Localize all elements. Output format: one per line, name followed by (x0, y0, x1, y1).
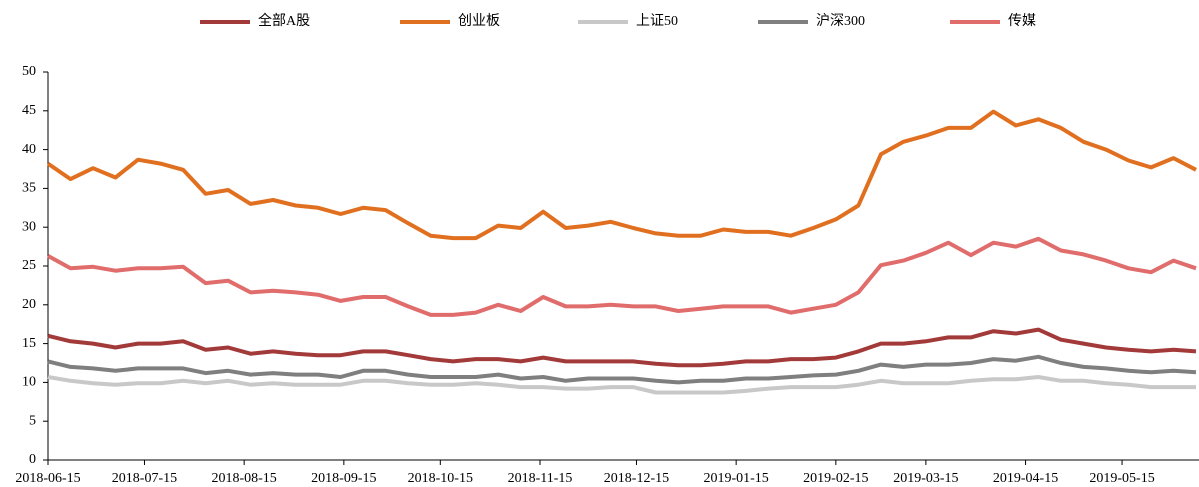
y-tick-label: 45 (22, 103, 36, 118)
legend-label: 全部A股 (258, 12, 310, 29)
x-tick-label: 2018-09-15 (311, 471, 376, 486)
y-tick-label: 10 (22, 375, 36, 390)
legend-label: 传媒 (1008, 13, 1036, 29)
x-tick-label: 2018-11-15 (508, 471, 573, 486)
series-line (47, 375, 1196, 395)
y-tick-label: 20 (22, 297, 36, 312)
series-line (47, 327, 1197, 368)
x-tick-label: 2018-07-15 (112, 471, 177, 486)
x-tick-label: 2019-02-15 (803, 471, 868, 486)
series-line (47, 236, 1197, 317)
y-tick-label: 35 (22, 181, 36, 196)
x-tick-label: 2018-06-15 (15, 471, 80, 486)
x-tick-label: 2019-05-15 (1089, 471, 1154, 486)
y-tick-label: 0 (29, 452, 36, 467)
y-tick-label: 5 (29, 413, 36, 428)
x-tick-label: 2019-03-15 (893, 471, 958, 486)
y-tick-label: 40 (22, 142, 36, 157)
legend-label: 沪深300 (816, 13, 865, 29)
series-line (47, 354, 1197, 385)
legend-label: 上证50 (636, 13, 678, 29)
x-tick-label: 2019-01-15 (703, 471, 768, 486)
legend-label: 创业板 (458, 13, 500, 29)
x-tick-label: 2018-08-15 (211, 471, 276, 486)
x-tick-label: 2018-10-15 (408, 471, 473, 486)
y-tick-label: 30 (22, 219, 36, 234)
y-tick-label: 25 (22, 258, 36, 273)
x-tick-label: 2018-12-15 (604, 471, 669, 486)
series-line (46, 109, 1197, 241)
x-tick-label: 2019-04-15 (993, 471, 1058, 486)
y-tick-label: 50 (22, 64, 36, 79)
y-tick-label: 15 (22, 336, 36, 351)
